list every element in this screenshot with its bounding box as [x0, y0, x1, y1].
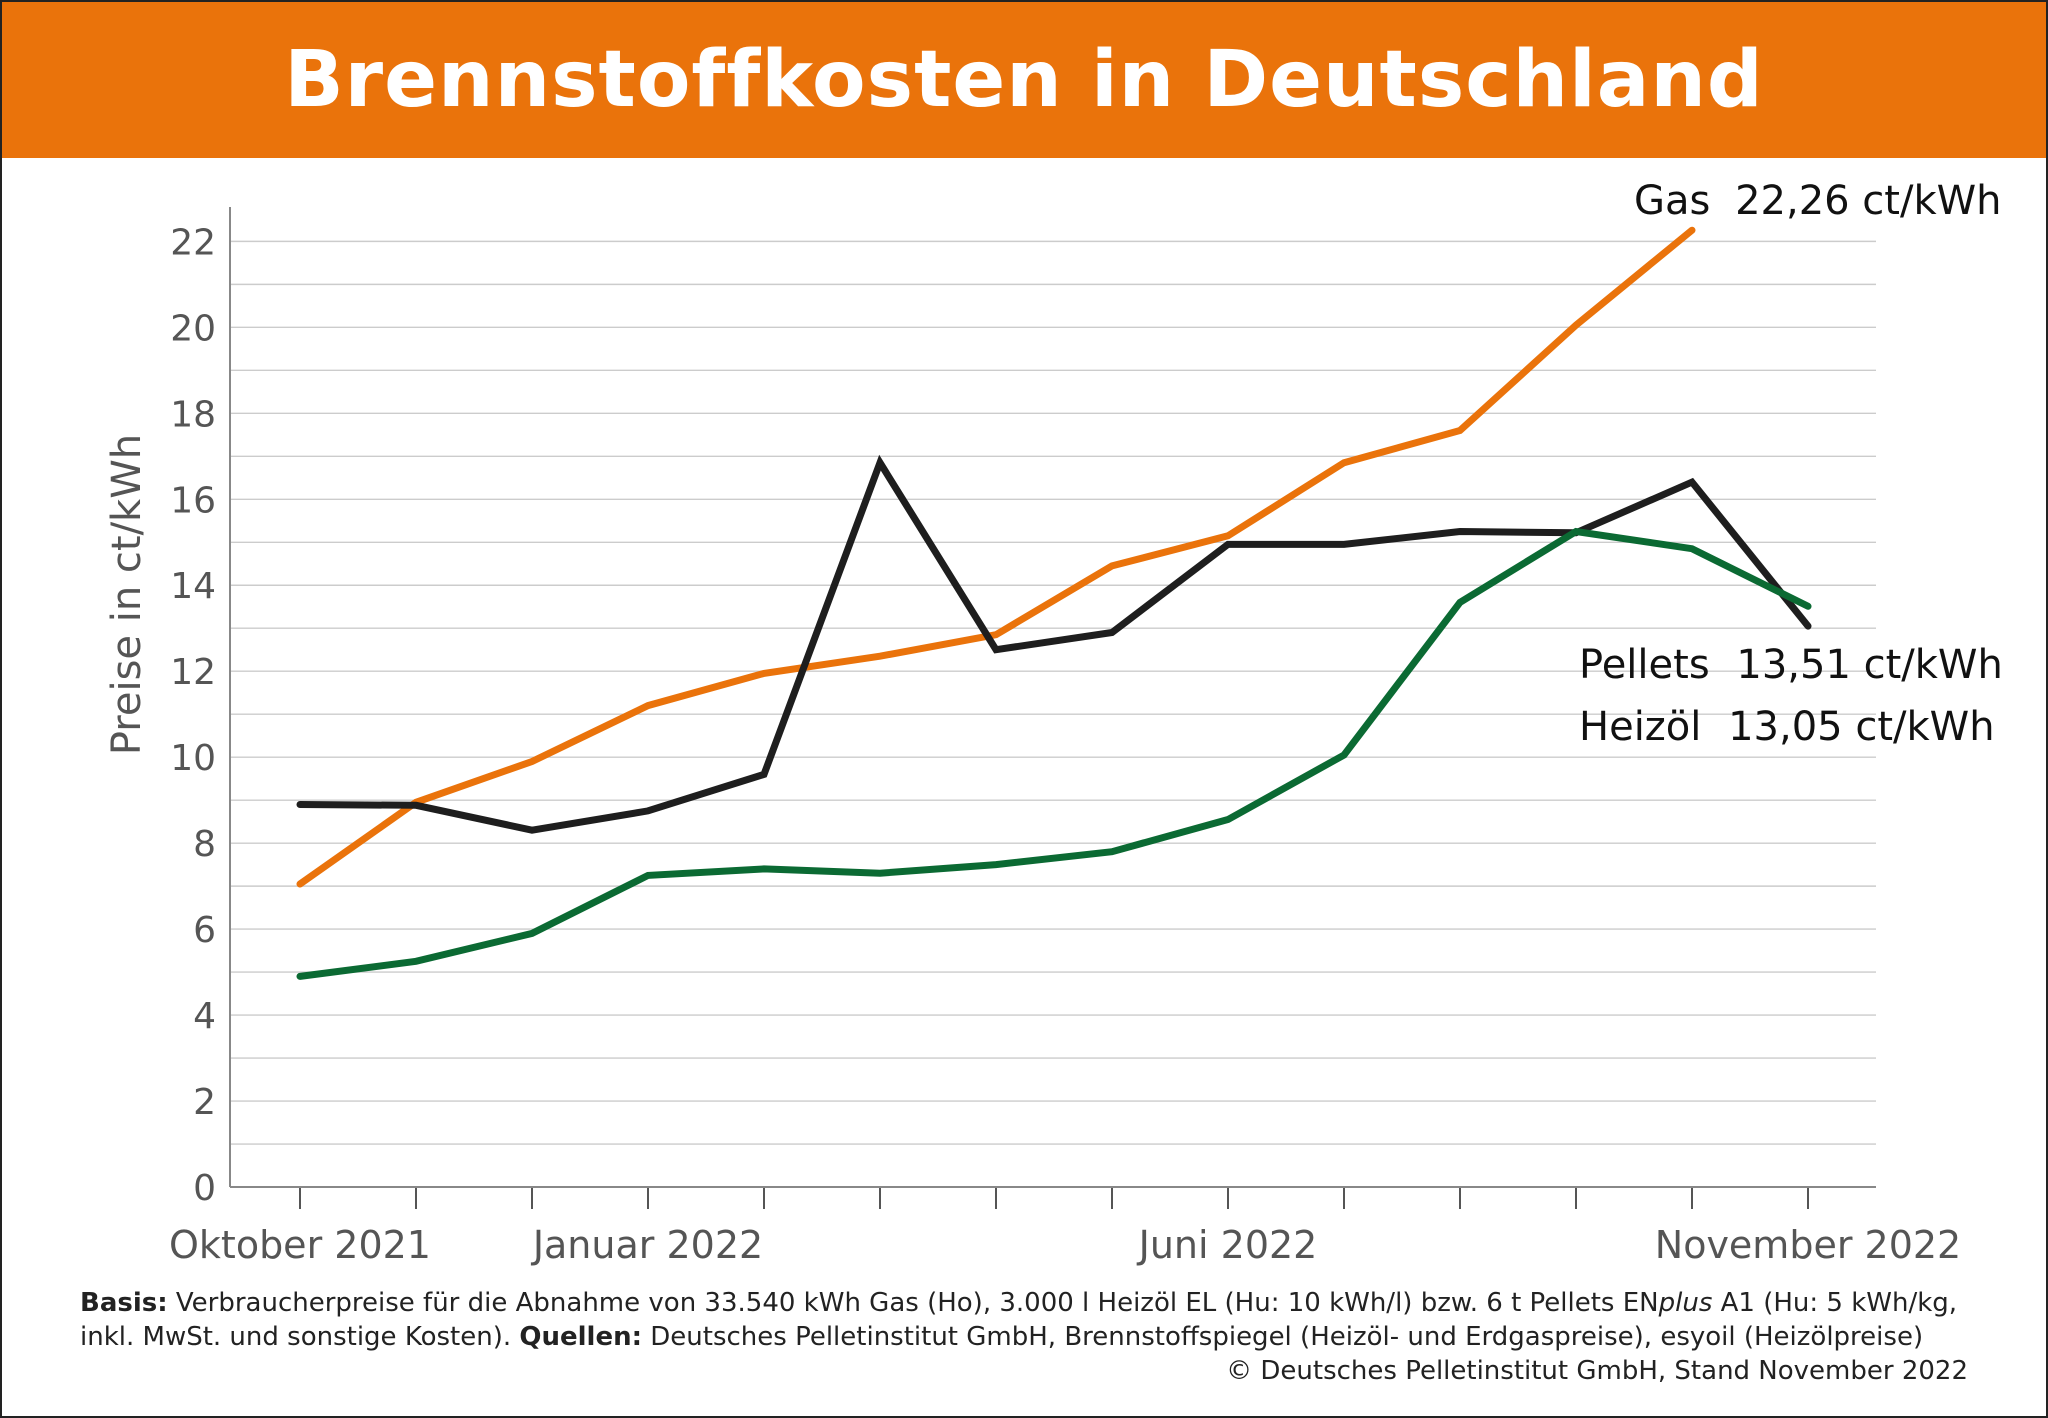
series-lines: [296, 226, 1812, 980]
line2-text-1: inkl. MwSt. und sonstige Kosten).: [80, 1322, 520, 1352]
title-banner: Brennstoffkosten in Deutschland: [2, 2, 2046, 158]
gas-annotation: Gas 22,26 ct/kWh: [1634, 178, 2002, 224]
y-axis-ticks: 0 2 4 6 8 10 12 14 16 18 20 22: [170, 222, 216, 1209]
y-tick-label: 4: [193, 996, 216, 1037]
y-tick-label: 14: [170, 566, 216, 607]
chart-title: Brennstoffkosten in Deutschland: [284, 35, 1764, 125]
gridlines: [230, 240, 1876, 1145]
basis-text-1: Verbraucherpreise für die Abnahme von 33…: [167, 1288, 1659, 1318]
gas-label-value: 22,26 ct/kWh: [1735, 178, 2001, 224]
gas-label-name: Gas: [1634, 178, 1710, 224]
y-tick-label: 8: [193, 824, 216, 865]
x-tick-label: Oktober 2021: [169, 1223, 431, 1267]
y-tick-label: 6: [193, 910, 216, 951]
y-tick-label: 18: [170, 394, 216, 435]
x-axis-ticks: Oktober 2021 Januar 2022 Juni 2022 November…: [169, 1187, 1961, 1267]
y-tick-label: 16: [170, 480, 216, 521]
pellets-annotation: Pellets 13,51 ct/kWh: [1579, 642, 2003, 688]
heizoel-line: [296, 454, 1812, 834]
y-tick-label: 12: [170, 652, 216, 693]
basis-label: Basis:: [80, 1288, 168, 1318]
quellen-label: Quellen:: [519, 1322, 642, 1352]
heizoel-label-name: Heizöl: [1579, 704, 1701, 750]
footer-basis-line: Basis: Verbraucherpreise für die Abnahme…: [2, 1286, 1968, 1320]
y-tick-label: 2: [193, 1082, 216, 1123]
footer-notes: Basis: Verbraucherpreise für die Abnahme…: [2, 1286, 1968, 1388]
x-tick-label: November 2022: [1655, 1223, 1961, 1267]
y-tick-label: 22: [170, 222, 216, 263]
y-tick-label: 10: [170, 738, 216, 779]
pellets-label-name: Pellets: [1579, 642, 1710, 688]
x-tick-label: Januar 2022: [531, 1223, 763, 1267]
line-chart: 0 2 4 6 8 10 12 14 16 18 20 22 Oktober 2021 Januar 2…: [104, 178, 2003, 1267]
x-tick-label: Juni 2022: [1137, 1223, 1318, 1267]
pellets-line: [296, 527, 1812, 980]
basis-text-2: A1 (Hu: 5 kWh/kg,: [1712, 1288, 1958, 1318]
y-tick-label: 0: [193, 1168, 216, 1209]
y-axis-label: Preise in ct/kWh: [104, 434, 150, 755]
line2-text-2: Deutsches Pelletinstitut GmbH, Brennstof…: [642, 1322, 1924, 1352]
copyright-line: © Deutsches Pelletinstitut GmbH, Stand N…: [1226, 1356, 1968, 1386]
gas-line: [296, 226, 1696, 888]
basis-italic: plus: [1658, 1288, 1713, 1318]
pellets-label-value: 13,51 ct/kWh: [1736, 642, 2002, 688]
heizoel-label-value: 13,05 ct/kWh: [1728, 704, 1994, 750]
heizoel-annotation: Heizöl 13,05 ct/kWh: [1579, 704, 1995, 750]
footer-sources-line: inkl. MwSt. und sonstige Kosten). Quelle…: [2, 1320, 1968, 1354]
y-tick-label: 20: [170, 308, 216, 349]
